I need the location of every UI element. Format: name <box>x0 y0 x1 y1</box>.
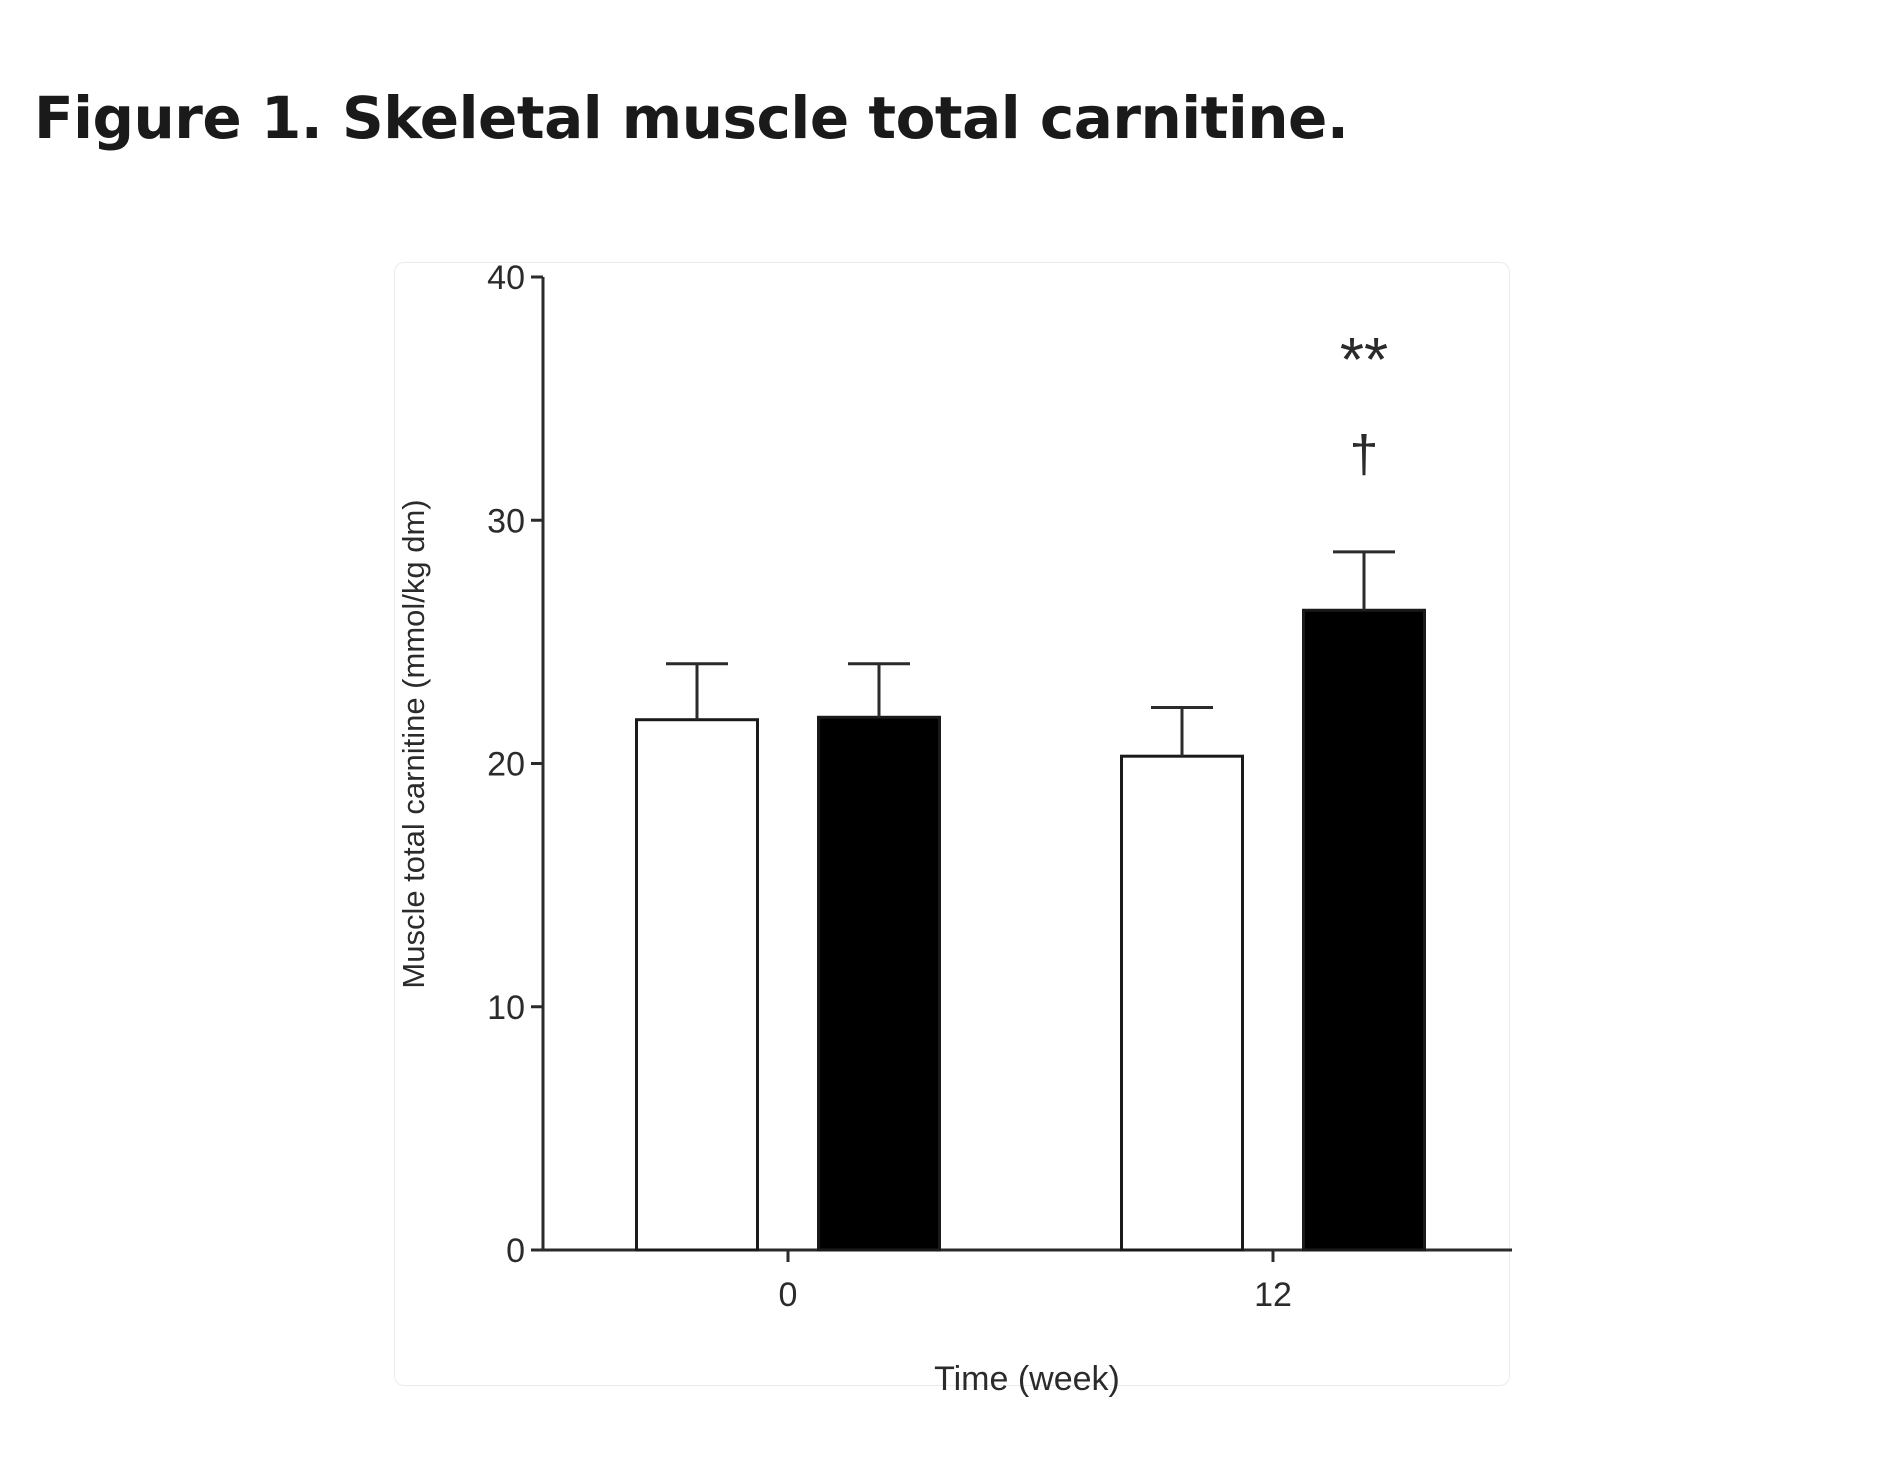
x-tick-label: 0 <box>779 1276 798 1314</box>
x-axis-title: Time (week) <box>934 1360 1120 1398</box>
y-axis-title: Muscle total carnitine (mmol/kg dm) <box>396 499 431 988</box>
significance-dagger: † <box>1350 425 1379 483</box>
figure-title: Figure 1. Skeletal muscle total carnitin… <box>34 84 1349 152</box>
y-tick-label: 10 <box>487 989 525 1027</box>
bar <box>817 715 941 1252</box>
x-tick-label: 12 <box>1254 1276 1292 1314</box>
y-tick-label: 0 <box>506 1232 525 1270</box>
bars <box>635 550 1426 1252</box>
bar <box>1302 608 1426 1252</box>
significance-stars: ** <box>1340 326 1388 395</box>
bar <box>1120 754 1244 1252</box>
y-tick-label: 40 <box>487 259 525 297</box>
y-tick-label: 20 <box>487 746 525 784</box>
labels: 0 10 20 30 40 0 12 ** † Time (week) Muscle total c… <box>396 259 1388 1398</box>
bar <box>635 718 759 1252</box>
y-tick-label: 30 <box>487 502 525 540</box>
